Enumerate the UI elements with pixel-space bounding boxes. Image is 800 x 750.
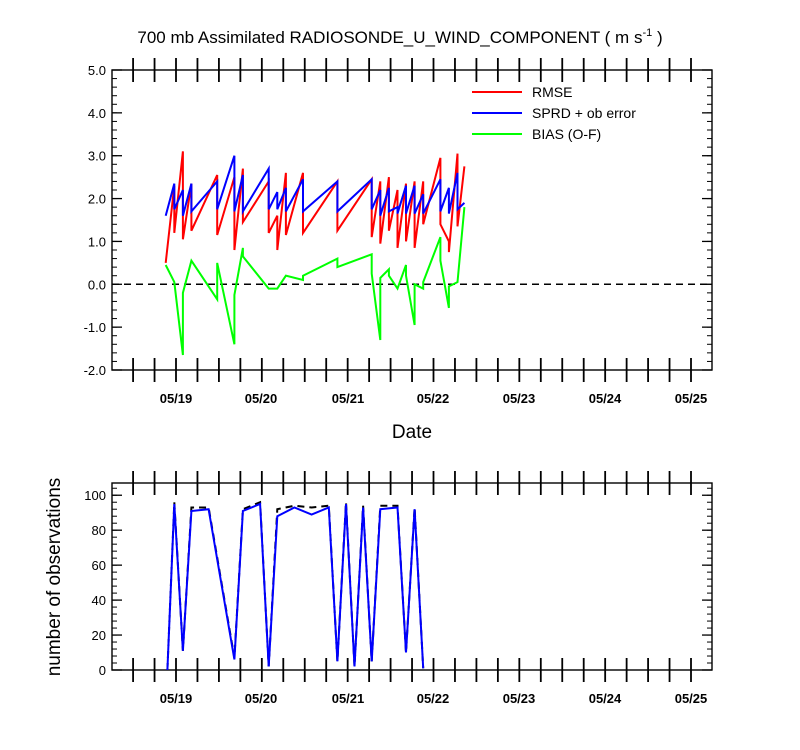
bottom-series-lines [166, 500, 425, 670]
series-line-1 [166, 502, 425, 670]
x-tick-label: 05/24 [589, 691, 622, 706]
rmse-spread-bias-panel: 700 mb Assimilated RADIOSONDE_U_WIND_COM… [84, 27, 713, 443]
observation-count-panel: 0 20 40 60 80 100 05/19 05/20 05/21 05/22 05/23 05/… [44, 471, 713, 706]
x-tick-label: 05/25 [675, 691, 708, 706]
legend-label: BIAS (O-F) [532, 126, 601, 142]
y-tick-label: 0.0 [88, 277, 106, 292]
legend-label: RMSE [532, 84, 572, 100]
x-tick-label: 05/20 [245, 391, 278, 406]
x-tick-label: 05/25 [675, 391, 708, 406]
y-tick-label: 1.0 [88, 234, 106, 249]
x-tick-label: 05/24 [589, 391, 622, 406]
series-line-0 [164, 151, 466, 264]
y-axis-title-observations: number of observations [44, 478, 65, 677]
series-line-0 [166, 500, 425, 670]
series-line-1 [164, 155, 466, 216]
bottom-axes: 0 20 40 60 80 100 05/19 05/20 05/21 05/22 05/23 05/… [84, 471, 712, 706]
y-tick-label: 60 [92, 558, 106, 573]
y-tick-label: 2.0 [88, 192, 106, 207]
y-tick-label: 80 [92, 523, 106, 538]
chart-title: 700 mb Assimilated RADIOSONDE_U_WIND_COM… [137, 27, 662, 47]
y-tick-label: 5.0 [88, 63, 106, 78]
y-tick-label: 4.0 [88, 106, 106, 121]
x-tick-label: 05/22 [417, 691, 450, 706]
bottom-plot-frame [111, 482, 713, 671]
y-tick-label: 0 [99, 663, 106, 678]
y-tick-label: 40 [92, 593, 106, 608]
y-tick-label: -2.0 [84, 363, 106, 378]
x-tick-label: 05/19 [160, 391, 193, 406]
top-axes: -2.0 -1.0 0.0 1.0 2.0 3.0 4.0 5.0 05/19 05/20 05/2… [84, 58, 712, 406]
x-tick-label: 05/19 [160, 691, 193, 706]
series-line-2 [164, 207, 466, 356]
x-tick-label: 05/21 [332, 391, 365, 406]
x-tick-label: 05/23 [503, 391, 536, 406]
top-series-lines [164, 151, 466, 356]
y-tick-label: 3.0 [88, 149, 106, 164]
legend: RMSE SPRD + ob error BIAS (O-F) [472, 84, 636, 142]
legend-label: SPRD + ob error [532, 105, 636, 121]
y-tick-label: -1.0 [84, 320, 106, 335]
x-tick-label: 05/20 [245, 691, 278, 706]
y-tick-label: 100 [84, 488, 106, 503]
x-tick-label: 05/23 [503, 691, 536, 706]
x-axis-title: Date [392, 422, 432, 443]
x-tick-label: 05/21 [332, 691, 365, 706]
x-tick-label: 05/22 [417, 391, 450, 406]
y-tick-label: 20 [92, 628, 106, 643]
